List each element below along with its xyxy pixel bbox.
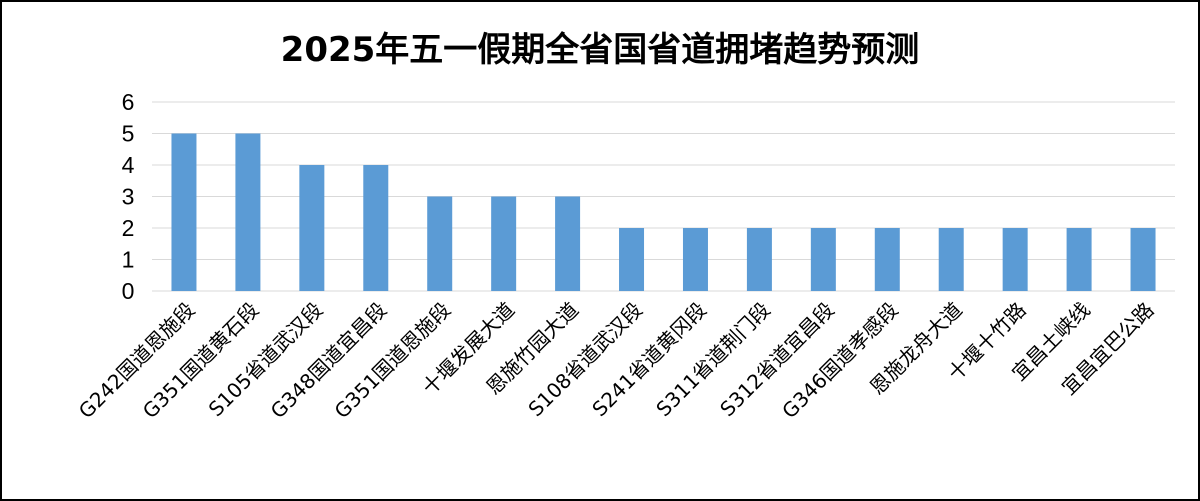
bars bbox=[171, 133, 1156, 291]
bar bbox=[299, 165, 325, 291]
y-tick-label: 2 bbox=[122, 215, 135, 241]
y-tick-label: 3 bbox=[122, 184, 135, 210]
x-tick-label: S105省道武汉段 bbox=[204, 298, 328, 422]
x-tick-label: G242国道恩施段 bbox=[74, 298, 200, 424]
bar bbox=[235, 133, 261, 291]
y-axis-ticks: 0 1 2 3 4 5 6 bbox=[122, 89, 135, 304]
bar bbox=[1066, 228, 1092, 291]
x-tick-label: G351国道恩施段 bbox=[330, 298, 456, 424]
y-tick-label: 6 bbox=[122, 89, 135, 115]
bar bbox=[427, 196, 453, 291]
bar bbox=[363, 165, 389, 291]
x-tick-label: S311省道荆门段 bbox=[651, 298, 775, 422]
y-tick-label: 0 bbox=[122, 278, 135, 304]
x-axis-ticks: G242国道恩施段G351国道黄石段S105省道武汉段G348国道宜昌段G351… bbox=[74, 298, 1159, 424]
x-tick-label: S312省道宜昌段 bbox=[715, 298, 839, 422]
x-tick-label: S108省道武汉段 bbox=[523, 298, 647, 422]
x-tick-label: G351国道黄石段 bbox=[138, 298, 264, 424]
x-tick-label: S241省道黄冈段 bbox=[587, 298, 711, 422]
y-tick-label: 5 bbox=[122, 121, 135, 147]
bar bbox=[682, 228, 708, 291]
bar bbox=[619, 228, 645, 291]
bar bbox=[1002, 228, 1028, 291]
bar bbox=[555, 196, 581, 291]
bar bbox=[874, 228, 900, 291]
bar bbox=[1130, 228, 1156, 291]
x-tick-label: G348国道宜昌段 bbox=[266, 298, 392, 424]
bar bbox=[810, 228, 836, 291]
x-tick-label: G346国道孝感段 bbox=[777, 298, 903, 424]
chart-title: 2025年五一假期全省国省道拥堵趋势预测 bbox=[280, 30, 920, 70]
y-tick-label: 1 bbox=[122, 247, 135, 273]
y-tick-label: 4 bbox=[122, 152, 135, 178]
bar bbox=[171, 133, 197, 291]
bar bbox=[938, 228, 964, 291]
bar bbox=[746, 228, 772, 291]
bar bbox=[491, 196, 517, 291]
